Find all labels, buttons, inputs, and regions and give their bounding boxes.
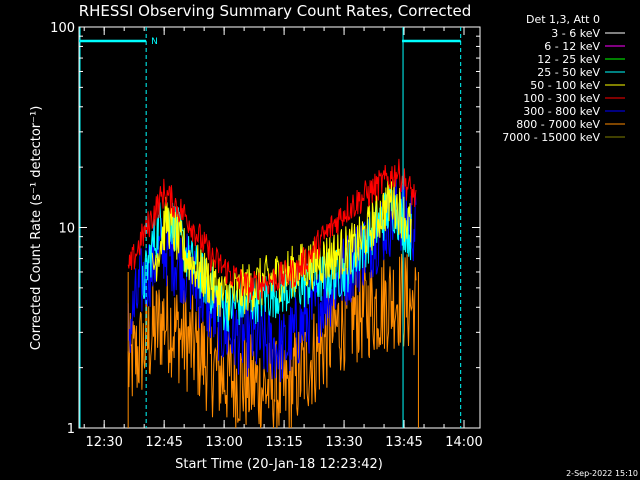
x-tick-label: 12:45 xyxy=(145,435,182,450)
legend-label: 50 - 100 keV xyxy=(530,79,600,92)
legend-label: 300 - 800 keV xyxy=(523,105,600,118)
legend-label: 6 - 12 keV xyxy=(544,40,600,53)
x-tick-label: 12:30 xyxy=(85,435,122,450)
legend-label: 3 - 6 keV xyxy=(551,27,600,40)
series-layer xyxy=(127,158,419,429)
x-tick-label: 13:30 xyxy=(325,435,362,450)
legend-label: 12 - 25 keV xyxy=(537,53,600,66)
y-tick-label: 10 xyxy=(58,222,75,237)
legend-label: 7000 - 15000 keV xyxy=(502,131,600,144)
x-tick-label: 13:15 xyxy=(265,435,302,450)
series-line xyxy=(127,158,417,303)
legend-label: 800 - 7000 keV xyxy=(516,118,600,131)
x-axis-label: Start Time (20-Jan-18 12:23:42) xyxy=(175,457,383,472)
footer-date: 2-Sep-2022 15:10 xyxy=(566,469,638,478)
legend-title: Det 1,3, Att 0 xyxy=(526,13,600,26)
y-tick-label: 100 xyxy=(50,21,75,36)
chart-title: RHESSI Observing Summary Count Rates, Co… xyxy=(79,2,472,20)
axis-layer: 12:30 12:45 13:00 13:15 13:30 13:45 14:00 1 10 10… xyxy=(50,21,483,450)
series-line xyxy=(151,177,412,321)
x-tick-label: 13:45 xyxy=(385,435,422,450)
y-tick-label: 1 xyxy=(67,422,75,437)
x-tick-label: 13:00 xyxy=(205,435,242,450)
y-axis-label: Corrected Count Rate (s⁻¹ detector⁻¹) xyxy=(29,106,44,351)
night-label: N xyxy=(151,37,158,47)
x-tick-label: 14:00 xyxy=(445,435,482,450)
legend-label: 100 - 300 keV xyxy=(523,92,600,105)
legend-label: 25 - 50 keV xyxy=(537,66,600,79)
